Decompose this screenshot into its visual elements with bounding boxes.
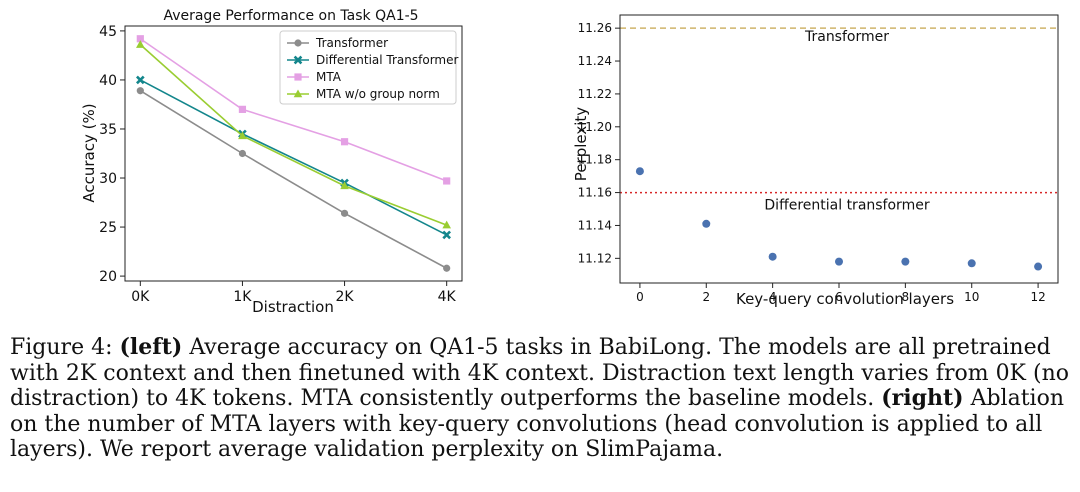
data-point-transformer: [443, 264, 451, 272]
right-x-tick-label: 8: [902, 290, 910, 304]
left-plot-frame: [124, 25, 463, 282]
left-x-tick-label: 0K: [131, 289, 150, 305]
data-point-differential-transformer: [135, 75, 145, 85]
right-x-tick-label: 4: [769, 290, 777, 304]
left-y-tick-label: 20: [99, 269, 117, 285]
scatter-point: [635, 167, 644, 176]
left-x-tick-label: 4K: [438, 289, 457, 305]
legend-swatch-marker: [293, 89, 303, 98]
scatter-point: [901, 257, 910, 266]
data-point-differential-transformer-stroke-b: [135, 75, 145, 85]
legend-entry-differential-transformer: Differential Transformer: [287, 53, 458, 67]
figure-caption: Figure 4: (left) Average accuracy on QA1…: [10, 334, 1072, 463]
left-x-axis-label: Distraction: [252, 298, 334, 316]
data-point-transformer: [340, 209, 349, 217]
right-plot-area: 11.12 11.14 11.16 11.18 11.20 11.22 11.24 11.26…: [578, 21, 1058, 304]
right-plot-frame: [619, 14, 1059, 284]
left-x-tick-label: 1K: [233, 289, 252, 305]
series-mta: [136, 35, 451, 185]
series-mta-w-o-group-norm: [136, 40, 451, 229]
left-y-axis-label: Accuracy (%): [80, 103, 98, 202]
data-point-mta: [136, 35, 144, 43]
data-point-transformer: [136, 87, 144, 95]
figure: Average Performance on Task QA1-5 202530…: [80, 8, 1059, 316]
right-y-tick-label: 11.14: [578, 218, 612, 232]
legend-swatch-marker: [293, 55, 303, 65]
legend-entry-mta: MTA: [287, 70, 342, 84]
right-y-tick-label: 11.22: [578, 87, 612, 101]
caption-figure-label: Figure 4:: [10, 335, 113, 360]
series-line-mta: [139, 38, 447, 182]
scatter-point: [768, 252, 777, 261]
legend-box: [279, 30, 457, 105]
legend-swatch-marker-stroke-b: [293, 55, 303, 65]
right-x-tick-label: 12: [1030, 290, 1045, 304]
caption-left-tag: (left): [119, 334, 183, 360]
scatter-point: [967, 259, 976, 268]
reference-label-transformer: Transformer: [804, 29, 889, 45]
right-x-tick-label: 2: [702, 290, 710, 304]
left-plot-area: 20 25 30 35 40 45 0K 1K 2K 4K: [99, 24, 456, 305]
right-chart: 11.12 11.14 11.16 11.18 11.20 11.22 11.24 11.26…: [572, 14, 1059, 308]
legend-label: MTA w/o group norm: [316, 87, 440, 101]
right-y-tick-label: 11.24: [578, 54, 612, 68]
caption-left-text: Average accuracy on QA1-5 tasks in BabiL…: [10, 335, 1069, 411]
caption-right-tag: (right): [881, 385, 964, 411]
reference-label-differential-transformer: Differential transformer: [764, 198, 929, 214]
scatter-point: [702, 219, 711, 228]
legend-label: Differential Transformer: [316, 53, 458, 67]
right-x-axis-label: Key-query convolution layers: [736, 290, 954, 308]
left-y-tick-label: 30: [99, 171, 117, 187]
legend-label: MTA: [316, 70, 342, 84]
legend-entry-mta-w-o-group-norm: MTA w/o group norm: [287, 87, 440, 101]
series-transformer: [136, 87, 451, 272]
right-x-tick-label: 0: [636, 290, 644, 304]
left-y-tick-label: 25: [99, 220, 117, 236]
caption-right-text: Ablation on the number of MTA layers wit…: [10, 386, 1064, 462]
series-line-differential-transformer: [139, 79, 448, 236]
left-chart: Average Performance on Task QA1-5 20 25 30…: [80, 8, 463, 316]
data-point-mta-w-o-group-norm: [442, 220, 451, 229]
data-point-mta-w-o-group-norm: [340, 181, 349, 190]
left-chart-title: Average Performance on Task QA1-5: [163, 8, 418, 24]
left-y-tick-label: 35: [99, 122, 117, 138]
right-y-axis-label: Perplexity: [572, 107, 590, 181]
legend: Transformer Differential Transformer MTA MT…: [279, 30, 458, 105]
data-point-transformer: [238, 149, 247, 158]
right-x-tick-label: 10: [964, 290, 979, 304]
right-y-tick-label: 11.26: [578, 21, 612, 35]
right-y-tick-label: 11.20: [578, 120, 612, 134]
right-y-tick-label: 11.18: [578, 153, 612, 167]
legend-swatch-marker: [294, 73, 302, 81]
right-x-tick-label: 6: [835, 290, 843, 304]
right-y-tick-label: 11.16: [578, 186, 612, 200]
data-point-mta-w-o-group-norm: [136, 40, 145, 48]
series-line-mta-w-o-group-norm: [139, 44, 447, 226]
scatter-point: [835, 257, 843, 266]
left-y-tick-label: 45: [99, 24, 117, 40]
data-point-mta: [443, 177, 451, 185]
data-point-differential-transformer: [442, 230, 452, 240]
legend-swatch-marker: [294, 39, 302, 47]
legend-label: Transformer: [315, 36, 388, 50]
right-y-tick-label: 11.12: [578, 251, 612, 265]
left-x-tick-label: 2K: [336, 289, 355, 305]
data-point-mta-w-o-group-norm: [238, 131, 247, 140]
left-y-tick-label: 40: [99, 73, 117, 89]
series-line-transformer: [139, 90, 448, 269]
data-point-mta: [238, 105, 247, 113]
scatter-point: [1034, 262, 1043, 271]
data-point-mta: [340, 138, 349, 146]
data-point-differential-transformer-stroke-b: [442, 230, 452, 240]
legend-entry-transformer: Transformer: [287, 36, 388, 50]
